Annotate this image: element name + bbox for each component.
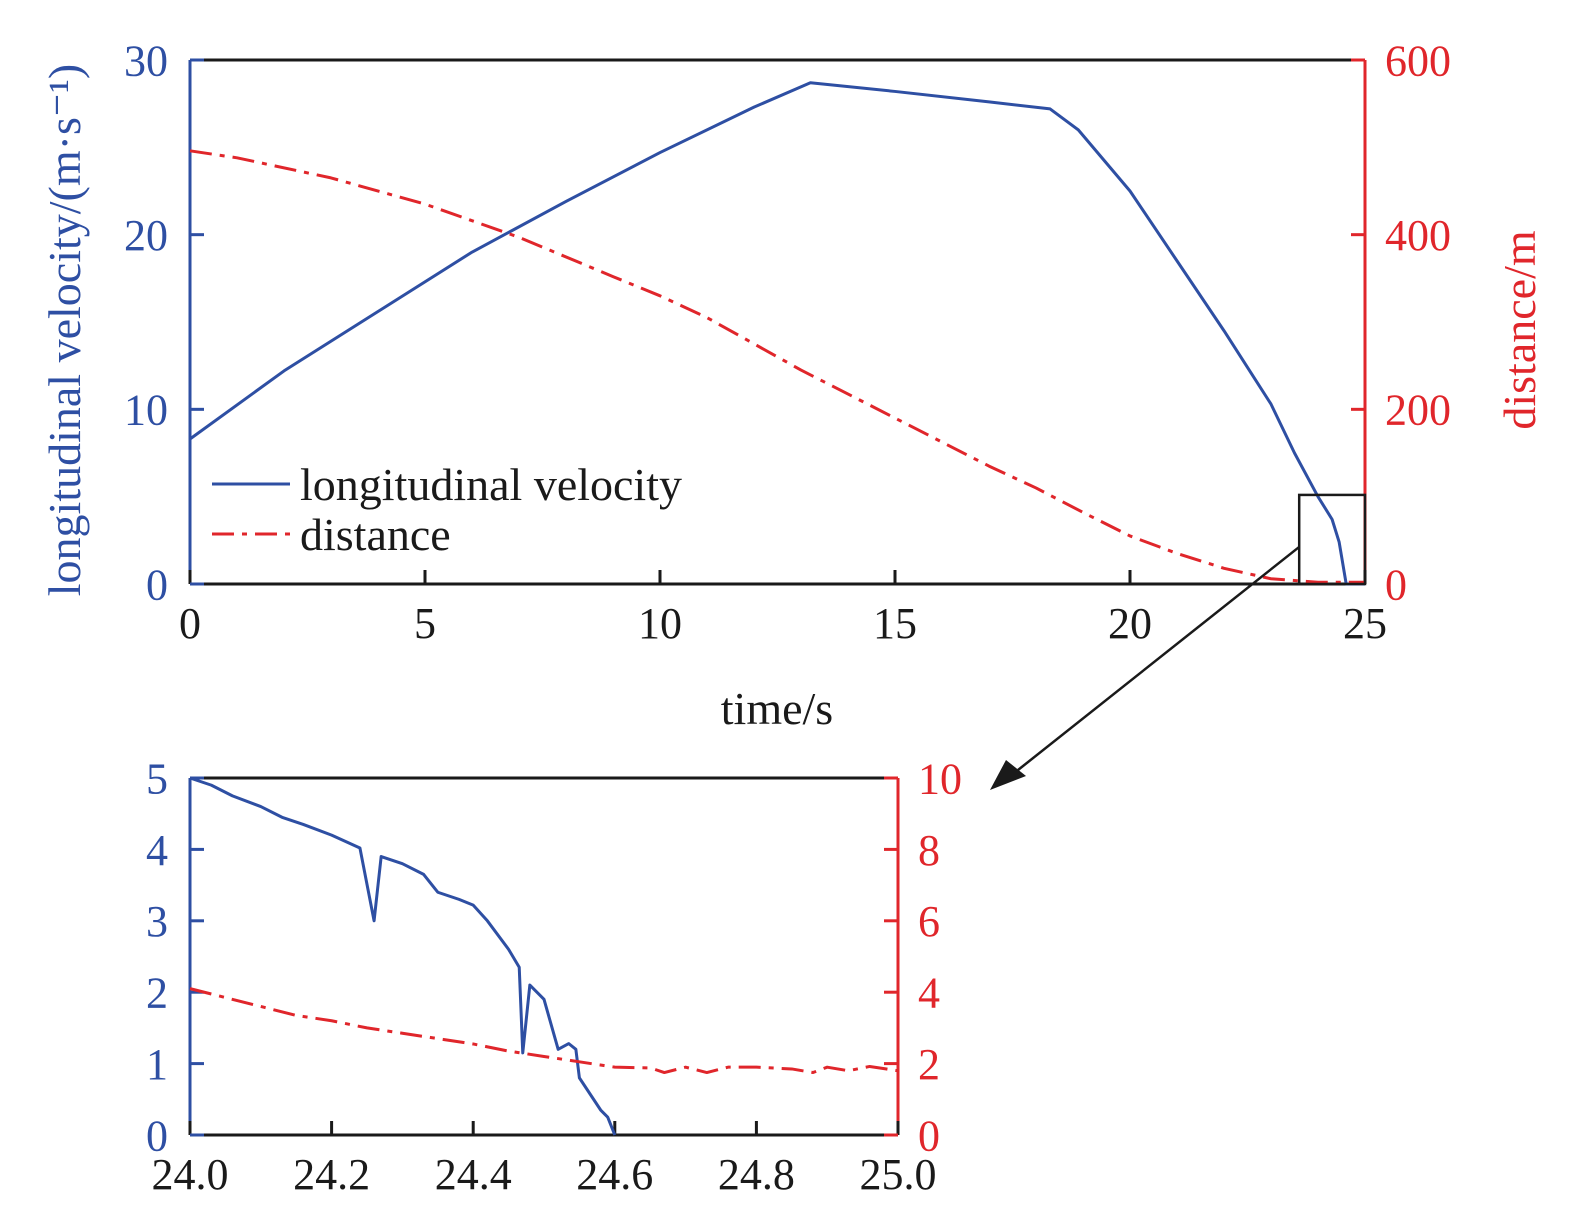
y-tick-label-left: 0: [146, 1111, 168, 1160]
y-tick-label-left: 0: [146, 560, 168, 609]
y-tick-label-right: 10: [918, 754, 962, 803]
x-tick-label: 24.2: [293, 1150, 370, 1199]
y-tick-label-left: 10: [124, 386, 168, 435]
y-tick-label-left: 4: [146, 826, 168, 875]
y-tick-label-left: 30: [124, 36, 168, 85]
x-tick-label: 10: [638, 599, 682, 648]
x-axis-label: time/s: [721, 683, 833, 734]
x-tick-label: 24.4: [435, 1150, 512, 1199]
distance-line: [189, 987, 899, 1075]
y-axis-label-left: longitudinal velocity/(m·s⁻¹): [39, 64, 90, 596]
y-tick-label-right: 4: [918, 969, 940, 1018]
velocity-line: [189, 81, 1365, 586]
x-tick-label: 25: [1343, 599, 1387, 648]
x-tick-label: 24.8: [718, 1150, 795, 1199]
y-tick-label-left: 1: [146, 1040, 168, 1089]
legend-distance-label: distance: [300, 509, 451, 560]
y-axis-label-right: distance/m: [1494, 230, 1545, 429]
y-tick-label-left: 5: [146, 754, 168, 803]
y-tick-label-right: 0: [1385, 560, 1407, 609]
x-tick-label: 24.0: [152, 1150, 229, 1199]
zoom-region-box: [1297, 493, 1367, 586]
y-tick-label-right: 400: [1385, 211, 1451, 260]
y-tick-label-right: 8: [918, 826, 940, 875]
zoom-arrow-line: [1017, 545, 1300, 771]
legend-velocity-label: longitudinal velocity: [300, 459, 682, 510]
x-tick-label: 15: [873, 599, 917, 648]
velocity-line: [189, 776, 617, 1136]
y-tick-label-right: 6: [918, 897, 940, 946]
x-tick-label: 20: [1108, 599, 1152, 648]
y-tick-label-left: 3: [146, 897, 168, 946]
y-tick-label-right: 2: [918, 1040, 940, 1089]
y-tick-label-right: 600: [1385, 36, 1451, 85]
x-tick-label: 0: [179, 599, 201, 648]
distance-line: [189, 149, 1365, 584]
y-tick-label-left: 20: [124, 211, 168, 260]
y-tick-label-right: 0: [918, 1111, 940, 1160]
x-tick-label: 5: [414, 599, 436, 648]
y-tick-label-right: 200: [1385, 386, 1451, 435]
x-tick-label: 25.0: [860, 1150, 937, 1199]
y-tick-label-left: 2: [146, 969, 168, 1018]
zoom-arrow-head: [990, 760, 1026, 790]
x-tick-label: 24.6: [576, 1150, 653, 1199]
